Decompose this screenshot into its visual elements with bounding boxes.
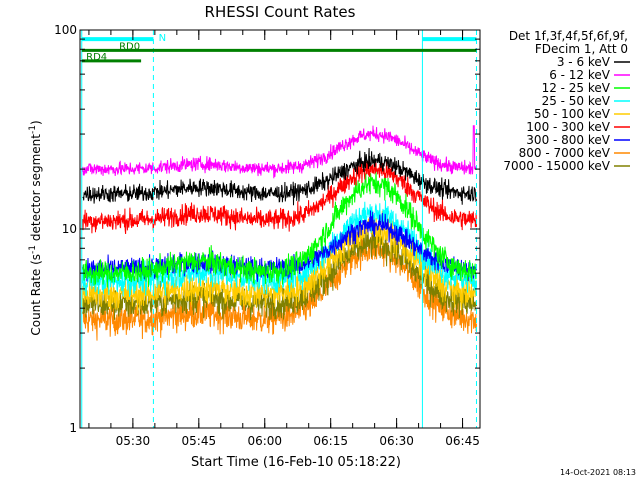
legend-label-9: 7000 - 15000 keV <box>503 159 610 173</box>
x-tick-label: 06:45 <box>445 434 480 448</box>
y-axis-label: Count Rate (s-1 detector segment-1) <box>28 120 43 335</box>
footer-timestamp: 14-Oct-2021 08:13 <box>560 468 636 477</box>
y-tick-label: 1 <box>69 421 77 435</box>
frame-layer: 1 10 100 05:30 05:45 06:00 06:15 06:30 06:45 <box>54 23 481 448</box>
y-axis-label-part-2: detector segment <box>29 134 43 245</box>
y-axis-label-sup-2: -1 <box>28 125 38 134</box>
x-tick-label: 06:00 <box>247 434 282 448</box>
x-axis-label: Start Time (16-Feb-10 05:18:22) <box>191 455 401 470</box>
legend-label-5: 50 - 100 keV <box>534 107 611 121</box>
legend-label-8: 800 - 7000 keV <box>519 146 611 160</box>
legend-label-3: 12 - 25 keV <box>542 81 611 95</box>
series-line-2 <box>82 125 477 179</box>
legend-label-7: 300 - 800 keV <box>526 133 610 147</box>
y-tick-label: 10 <box>62 222 77 236</box>
rd4-label: RD4 <box>86 52 107 63</box>
legend-label-6: 100 - 300 keV <box>526 120 610 134</box>
series-group <box>81 30 477 428</box>
series-line-3 <box>82 169 477 288</box>
x-tick-label: 05:45 <box>182 434 217 448</box>
legend-header-line-1: Det 1f,3f,4f,5f,6f,9f, <box>509 29 628 43</box>
legend-label-1: 3 - 6 keV <box>557 55 611 69</box>
x-tick-label: 06:30 <box>379 434 414 448</box>
y-axis-label-sup-1: -1 <box>28 245 38 254</box>
legend: Det 1f,3f,4f,5f,6f,9f, FDecim 1, Att 0 3… <box>503 29 630 173</box>
series-line-6 <box>82 159 477 235</box>
series-line-1 <box>82 147 477 206</box>
legend-label-2: 6 - 12 keV <box>549 68 611 82</box>
plot-layer: N RD0 RD4 <box>81 30 477 428</box>
rd0-label: RD0 <box>119 41 140 52</box>
x-tick-label: 06:15 <box>313 434 348 448</box>
x-tick-label: 05:30 <box>116 434 151 448</box>
chart-title: RHESSI Count Rates <box>205 3 356 21</box>
cyan-bar-label-1: N <box>159 33 166 44</box>
y-tick-label: 100 <box>54 23 77 37</box>
legend-header-line-2: FDecim 1, Att 0 <box>535 42 628 56</box>
y-axis-label-part-1: Count Rate (s <box>29 254 43 336</box>
y-axis-label-part-3: ) <box>29 120 43 125</box>
legend-label-4: 25 - 50 keV <box>542 94 611 108</box>
